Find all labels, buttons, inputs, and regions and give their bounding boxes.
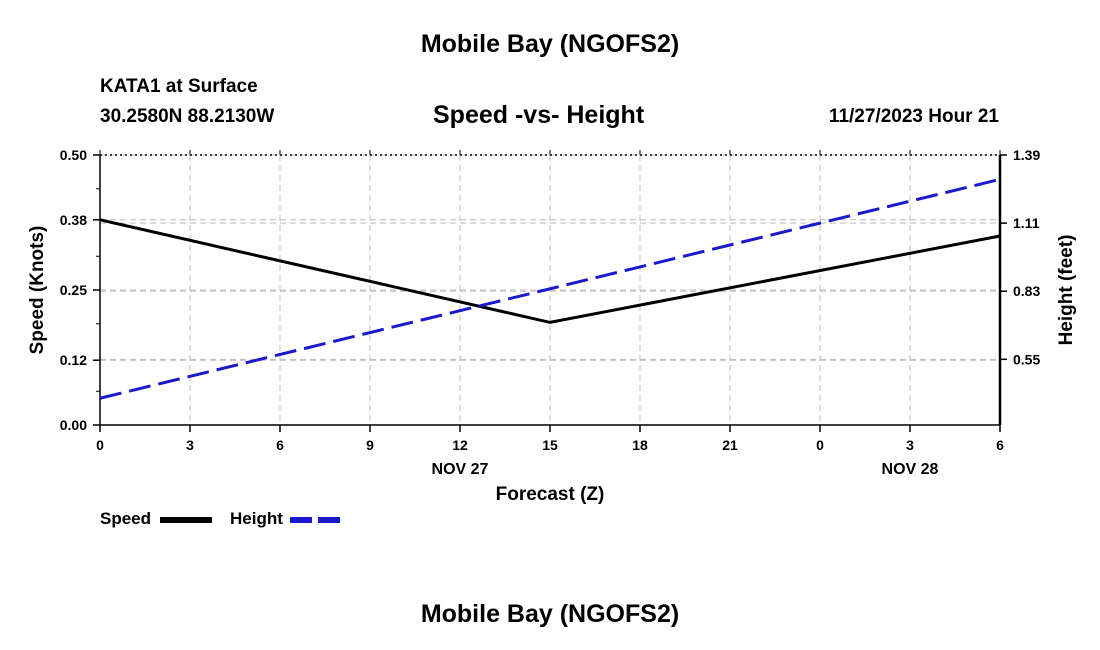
x-tick-label: 12	[452, 437, 468, 453]
y-tick-label: 0.12	[60, 352, 87, 368]
forecast-datetime: 11/27/2023 Hour 21	[828, 106, 999, 127]
x-date-label: NOV 27	[432, 461, 489, 478]
x-tick-label: 15	[542, 437, 558, 453]
y-tick-label: 0.50	[60, 147, 87, 163]
series-line-height	[99, 177, 1001, 400]
x-tick-label: 9	[366, 437, 374, 453]
x-axis-label: Forecast (Z)	[496, 484, 605, 505]
x-tick-label: 0	[96, 437, 104, 453]
y-axis-label: Speed (Knots)	[27, 226, 48, 355]
x-tick-label: 18	[632, 437, 648, 453]
series-line-speed	[99, 218, 1001, 324]
station-label: KATA1 at Surface	[100, 76, 258, 97]
legend-height-label: Height	[230, 509, 283, 528]
footer-title: Mobile Bay (NGOFS2)	[420, 600, 680, 628]
main-title: Mobile Bay (NGOFS2)	[420, 30, 680, 58]
y2-tick-label: 1.39	[1013, 147, 1040, 163]
station-coordinates: 30.2580N 88.2130W	[100, 106, 275, 127]
y-tick-label: 0.25	[60, 282, 87, 298]
x-date-label: NOV 28	[882, 461, 939, 478]
x-tick-label: 0	[816, 437, 824, 453]
y-tick-label: 0.00	[60, 417, 87, 433]
x-tick-label: 3	[186, 437, 194, 453]
y2-tick-label: 0.55	[1013, 351, 1040, 367]
chart-subtitle: Speed -vs- Height	[433, 101, 645, 129]
y2-tick-label: 1.11	[1013, 215, 1040, 231]
y2-axis-label: Height (feet)	[1056, 235, 1077, 346]
legend-speed-label: Speed	[100, 509, 152, 528]
x-tick-label: 21	[722, 437, 738, 453]
x-tick-label: 3	[906, 437, 914, 453]
y-tick-label: 0.38	[60, 212, 87, 228]
y2-tick-label: 0.83	[1013, 283, 1040, 299]
x-tick-label: 6	[996, 437, 1004, 453]
x-tick-label: 6	[276, 437, 284, 453]
